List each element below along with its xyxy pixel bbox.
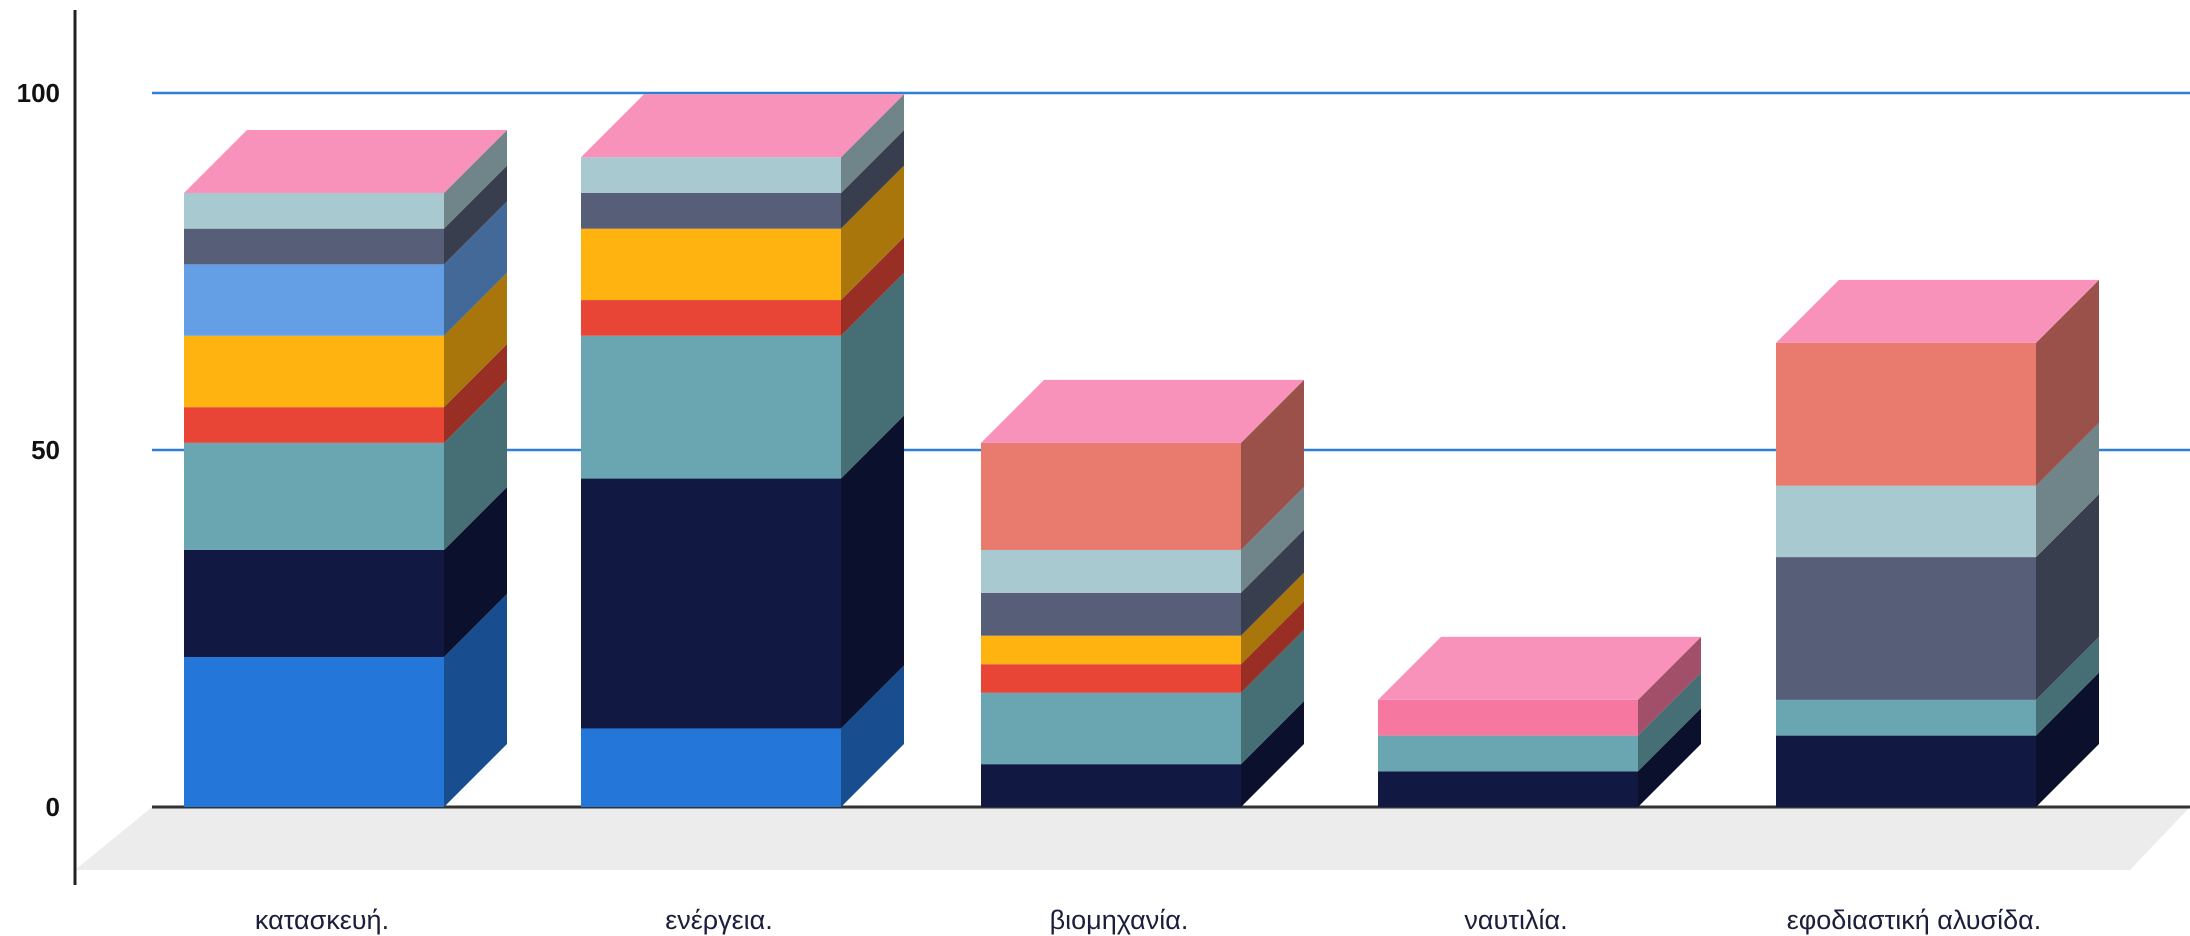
bar-segment-side [1241,379,1304,550]
bar-segment-side [2036,494,2099,700]
bar-stack [1378,636,1701,807]
bar-segment-side [841,272,904,479]
y-tick-label: 100 [17,78,60,108]
bar-segment [184,335,444,408]
bar-segment-side [444,486,507,658]
floor-plane [75,807,2190,870]
bar-segment [581,478,841,729]
bar-segment [581,728,841,807]
bar-segment [1378,735,1638,772]
bar-top [981,379,1304,443]
bar-segment-side [1638,672,1701,772]
chart-floor [75,807,2190,870]
category-labels: κατασκευή. ενέργεια. βιομηχανία. ναυτιλία. ε… [255,905,2041,935]
bar-segment-side [1241,486,1304,593]
bar-segment-side [1638,708,1701,807]
category-label: κατασκευή. [255,905,389,935]
bar-top [581,94,904,158]
category-label: ναυτιλία. [1464,905,1567,935]
bar-segment [184,228,444,265]
bar-segment-side [2036,672,2099,807]
bar-segment-side [444,129,507,229]
bar-segment [981,549,1241,593]
bar-segment-side [1638,636,1701,736]
bar-segment-side [1241,629,1304,765]
bar-segment [581,157,841,193]
bar-segment-side [841,237,904,336]
bar-segment-side [1241,572,1304,665]
bar-top [1776,279,2099,343]
bar-segment-side [841,129,904,229]
bar-segment [184,407,444,443]
bar-segment [581,192,841,229]
bar-segment [981,692,1241,765]
bar-segment [981,664,1241,693]
bar-segment-side [841,415,904,729]
bar-segment-side [444,344,507,443]
bar-segment-side [841,665,904,807]
bar-segment [1378,699,1638,736]
y-tick-labels: 0 50 100 [17,78,60,822]
bar-segment-side [444,201,507,336]
bar-segment [184,264,444,336]
bar-segment [184,442,444,550]
bar-segment [1776,485,2036,558]
bar-segment [981,635,1241,665]
bar-segment-side [2036,422,2099,558]
y-tick-label: 0 [46,792,60,822]
bar-segment [1378,771,1638,807]
bar-segment-side [1241,529,1304,636]
bar-segment-side [1241,701,1304,807]
category-label: εφοδιαστική αλυσίδα. [1787,905,2042,935]
bar-segment [981,764,1241,807]
bar-segment [1776,735,2036,807]
bar-segment [1776,699,2036,736]
bar-stack [1776,279,2099,807]
bar-segment [1776,557,2036,700]
bar-segment [184,549,444,658]
bar-segment-side [2036,279,2099,486]
bars [184,94,2099,807]
bar-segment [981,442,1241,550]
bar-segment-side [444,165,507,265]
bar-segment [1776,342,2036,486]
bar-segment-side [841,165,904,301]
bar-segment-side [2036,636,2099,736]
bar-segment [581,228,841,301]
bar-segment [184,657,444,807]
bar-segment-side [841,94,904,193]
bar-segment-side [444,272,507,408]
bar-stack [184,129,507,807]
bar-segment [184,192,444,229]
bar-stack [581,94,904,807]
bar-top [1378,636,1701,700]
bar-segment [581,335,841,479]
bar-segment-side [444,594,507,807]
category-label: ενέργεια. [665,905,773,935]
bar-top [184,129,507,193]
y-tick-label: 50 [31,435,60,465]
bar-stack [981,379,1304,807]
bar-segment [981,592,1241,636]
category-label: βιομηχανία. [1050,905,1189,935]
bar-segment [581,300,841,336]
bar-segment-side [444,379,507,550]
bar-segment-side [1241,601,1304,693]
